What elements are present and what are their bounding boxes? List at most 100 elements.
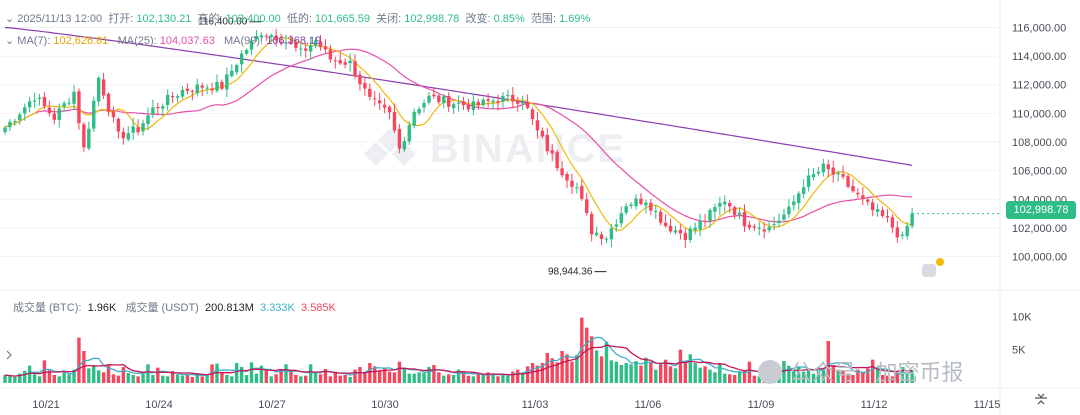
candle-body[interactable] <box>826 164 831 170</box>
candle-body[interactable] <box>151 107 155 114</box>
candle-body[interactable] <box>195 84 199 94</box>
candle-body[interactable] <box>23 107 27 114</box>
candle-body[interactable] <box>654 210 658 212</box>
candle-body[interactable] <box>13 121 17 123</box>
candle-body[interactable] <box>353 61 357 77</box>
candle-body[interactable] <box>713 207 717 212</box>
candle-body[interactable] <box>18 114 22 121</box>
candle-body[interactable] <box>456 102 461 104</box>
candle-body[interactable] <box>723 201 727 205</box>
candle-body[interactable] <box>210 88 214 91</box>
candle-body[interactable] <box>525 102 530 108</box>
candle-body[interactable] <box>358 74 362 85</box>
candle-body[interactable] <box>634 198 638 207</box>
candle-body[interactable] <box>52 113 56 120</box>
candle-body[interactable] <box>170 96 175 98</box>
candle-body[interactable] <box>772 224 776 226</box>
candle-body[interactable] <box>816 171 821 174</box>
candle-body[interactable] <box>387 106 392 113</box>
candle-body[interactable] <box>62 103 66 107</box>
candle-body[interactable] <box>32 100 37 102</box>
candle-body[interactable] <box>461 101 466 106</box>
candle-body[interactable] <box>649 202 653 211</box>
candle-body[interactable] <box>72 91 76 104</box>
candle-body[interactable] <box>427 95 431 103</box>
candle-body[interactable] <box>156 106 160 109</box>
candle-body[interactable] <box>92 100 96 129</box>
candle-body[interactable] <box>397 128 402 149</box>
candle-body[interactable] <box>639 198 643 204</box>
candle-body[interactable] <box>131 126 135 133</box>
candle-body[interactable] <box>3 127 7 133</box>
candle-body[interactable] <box>811 174 816 178</box>
candle-body[interactable] <box>57 108 61 120</box>
candle-body[interactable] <box>782 214 786 220</box>
candle-body[interactable] <box>767 226 771 231</box>
ma-collapse-icon[interactable]: ⌄ <box>5 35 15 47</box>
candle-body[interactable] <box>304 48 308 51</box>
candle-body[interactable] <box>27 101 32 108</box>
candle-body[interactable] <box>880 210 885 217</box>
candle-body[interactable] <box>673 230 678 233</box>
candle-body[interactable] <box>836 172 840 175</box>
candle-body[interactable] <box>402 141 407 150</box>
candle-body[interactable] <box>604 238 609 240</box>
candle-body[interactable] <box>368 88 372 97</box>
candle-body[interactable] <box>111 111 116 118</box>
candle-body[interactable] <box>486 99 490 102</box>
candle-body[interactable] <box>806 175 811 187</box>
candle-body[interactable] <box>377 100 382 104</box>
candle-body[interactable] <box>116 118 121 132</box>
candle-body[interactable] <box>875 209 880 212</box>
candle-body[interactable] <box>8 121 12 128</box>
candle-body[interactable] <box>67 102 71 104</box>
candle-body[interactable] <box>668 225 673 232</box>
candle-body[interactable] <box>126 133 130 140</box>
candle-body[interactable] <box>225 74 229 90</box>
candle-body[interactable] <box>146 115 150 124</box>
candle-body[interactable] <box>47 107 52 114</box>
candle-body[interactable] <box>841 174 845 177</box>
candle-body[interactable] <box>732 207 737 215</box>
candle-body[interactable] <box>516 101 520 104</box>
candle-body[interactable] <box>555 151 559 169</box>
candle-body[interactable] <box>575 187 579 189</box>
candle-body[interactable] <box>693 227 697 230</box>
candle-body[interactable] <box>87 128 91 149</box>
candle-body[interactable] <box>294 42 298 48</box>
candle-body[interactable] <box>550 150 554 154</box>
candle-body[interactable] <box>37 97 42 100</box>
candle-body[interactable] <box>506 95 510 97</box>
candle-body[interactable] <box>284 42 288 44</box>
candle-body[interactable] <box>106 93 111 112</box>
candle-body[interactable] <box>382 104 387 108</box>
candle-body[interactable] <box>417 109 421 114</box>
candle-body[interactable] <box>230 70 234 77</box>
candle-body[interactable] <box>269 35 273 37</box>
candle-body[interactable] <box>619 213 623 224</box>
candle-body[interactable] <box>870 202 875 211</box>
candle-body[interactable] <box>801 187 806 195</box>
candle-body[interactable] <box>580 186 584 199</box>
candle-body[interactable] <box>861 195 865 199</box>
candle-body[interactable] <box>718 202 722 207</box>
candle-body[interactable] <box>259 35 264 38</box>
candle-body[interactable] <box>175 96 180 98</box>
candle-body[interactable] <box>412 111 416 126</box>
candle-body[interactable] <box>821 163 826 173</box>
candle-body[interactable] <box>180 89 185 97</box>
candle-body[interactable] <box>308 45 313 52</box>
candle-body[interactable] <box>254 35 259 40</box>
candle-body[interactable] <box>274 35 278 41</box>
candle-body[interactable] <box>831 167 835 175</box>
candle-body[interactable] <box>663 222 668 226</box>
candle-body[interactable] <box>338 60 342 64</box>
candle-body[interactable] <box>279 41 283 43</box>
candle-body[interactable] <box>560 168 564 176</box>
candle-body[interactable] <box>244 49 249 54</box>
candle-body[interactable] <box>678 229 683 234</box>
candle-body[interactable] <box>856 192 860 195</box>
candle-body[interactable] <box>249 40 254 50</box>
collapse-chevron-icon[interactable]: ⌄ <box>5 13 15 25</box>
candle-body[interactable] <box>348 60 352 64</box>
